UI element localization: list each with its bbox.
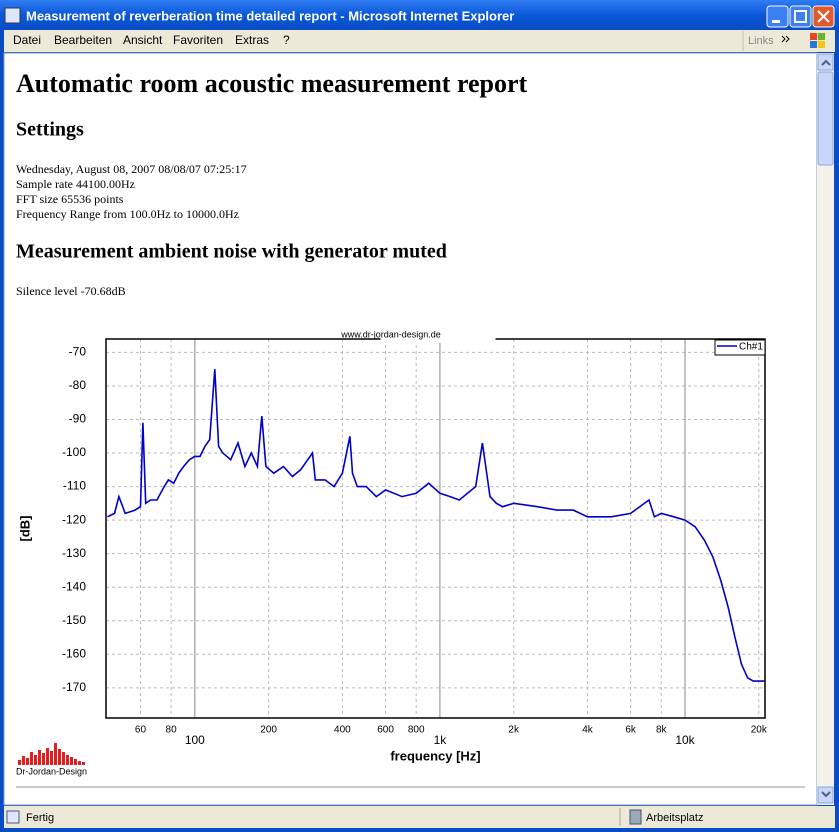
x-tick-label: 800 [408,725,425,736]
y-tick-label: -170 [62,680,86,694]
x-axis-label: frequency [Hz] [390,748,480,763]
silence-level: Silence level -70.68dB [16,284,126,298]
chart: -70 -80 -90 -100 -110 -120 -130 -140 -150 -160 -17… [17,329,767,763]
legend-box [714,339,766,356]
y-tick-label: -150 [62,613,86,627]
chevron[interactable] [781,35,790,43]
x-tick-label: 80 [166,725,178,736]
status-bar [4,806,835,828]
maximize[interactable] [789,5,812,28]
x-tick-label: 1k [434,733,448,747]
menu-item[interactable]: ? [283,33,290,47]
app-icon [4,7,21,24]
x-tick-label: 4k [582,725,594,736]
menu-bar [4,30,835,52]
x-tick-label: 8k [656,725,668,736]
x-tick-label: 2k [508,725,520,736]
x-tick-label: 100 [185,733,205,747]
scroll-thumb[interactable] [817,71,834,166]
status-left: Fertig [26,812,54,824]
x-tick-label: 6k [625,725,637,736]
noise-heading: Measurement ambient noise with generator… [16,241,447,263]
series-line [107,369,765,682]
window-title: Measurement of reverberation time detail… [26,8,514,23]
x-tick-label: 60 [135,725,147,736]
status-icon [6,810,20,824]
y-tick-label: -130 [62,546,86,560]
y-tick-label: -70 [69,345,87,359]
x-tick-label: 200 [260,725,277,736]
menu-item[interactable]: Ansicht [123,33,163,47]
settings-heading: Settings [16,119,84,141]
y-tick-label: -90 [69,412,87,426]
minimize[interactable] [766,5,789,28]
settings-line: FFT size 65536 points [16,192,124,206]
legend-label: Ch#1 [739,342,763,353]
x-tick-label: 10k [675,733,695,747]
settings-line: Wednesday, August 08, 2007 08/08/07 07:2… [16,162,247,176]
settings-line: Frequency Range from 100.0Hz to 10000.0H… [16,207,239,221]
zone-icon [629,809,642,825]
y-tick-label: -80 [69,378,87,392]
menu-item[interactable]: Bearbeiten [54,33,112,47]
logo [18,743,85,765]
windows-logo [810,33,825,48]
title-bg [380,333,496,343]
x-tick-label: 400 [334,725,351,736]
y-tick-label: -160 [62,646,86,660]
window-buttons[interactable] [766,5,835,28]
menu-item[interactable]: Favoriten [173,33,223,47]
links-label[interactable]: Links [748,35,774,47]
y-tick-label: -100 [62,445,86,459]
x-tick-label: 20k [751,725,768,736]
x-tick-label: 600 [377,725,394,736]
logo-text: Dr-Jordan-Design [16,766,87,776]
title-bar [0,0,839,30]
status-right: Arbeitsplatz [646,812,703,824]
y-tick-label: -140 [62,579,86,593]
report-title: Automatic room acoustic measurement repo… [16,69,528,98]
chart-title: www.dr-jordan-design.de [340,329,441,339]
menu-item[interactable]: Datei [13,33,41,47]
y-tick-label: -120 [62,512,86,526]
y-tick-label: -110 [63,479,86,493]
plot-area [106,339,765,718]
scrollbar[interactable] [817,53,834,805]
settings-line: Sample rate 44100.00Hz [16,177,135,191]
y-axis-label: [dB] [17,516,32,542]
menu-item[interactable]: Extras [235,33,269,47]
